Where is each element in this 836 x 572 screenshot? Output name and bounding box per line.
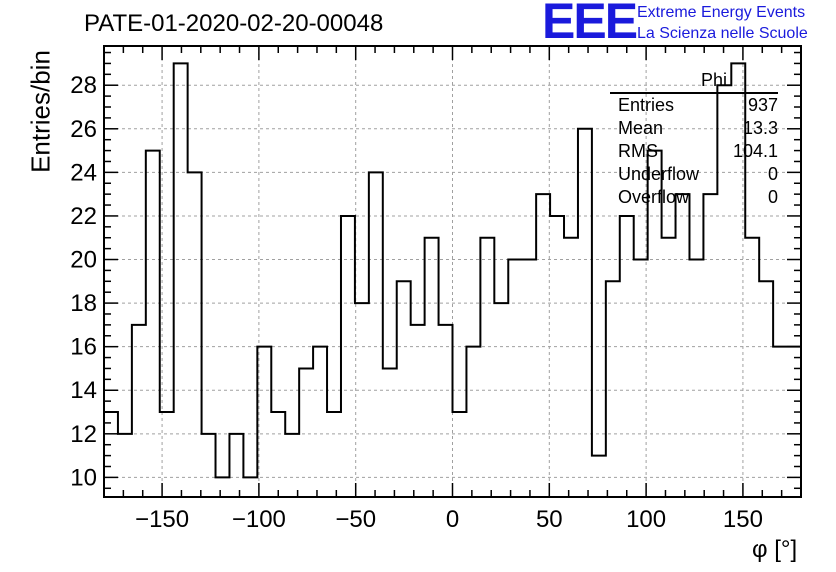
stats-box: Phi Entries 937 Mean 13.3 RMS 104.1 Unde… — [610, 70, 778, 209]
stats-label: Mean — [618, 118, 664, 138]
x-tick-label: −100 — [232, 506, 286, 533]
x-tick-label: 50 — [536, 506, 563, 533]
y-tick-label: 22 — [70, 203, 97, 230]
x-tick-label: 100 — [626, 506, 666, 533]
logo-line-2: La Scienza nelle Scuole — [637, 25, 808, 42]
eee-logo: EEE — [542, 0, 638, 49]
histogram-series — [104, 62, 802, 497]
x-tick-label: 150 — [723, 506, 763, 533]
y-tick-label: 12 — [70, 421, 97, 448]
x-axis-label: φ [°] — [752, 536, 798, 563]
stats-value: 13.3 — [742, 118, 778, 138]
y-tick-label: 28 — [70, 72, 97, 99]
x-tick-label: −150 — [135, 506, 189, 533]
stats-row-underflow: Underflow 0 — [610, 163, 778, 186]
stats-row-mean: Mean 13.3 — [610, 117, 778, 140]
stats-label: Overflow — [618, 187, 690, 207]
y-tick-label: 10 — [70, 464, 97, 491]
stats-value: 937 — [747, 95, 778, 115]
histogram-line — [104, 62, 802, 497]
x-tick-label: 0 — [446, 506, 459, 533]
stats-row-overflow: Overflow 0 — [610, 186, 778, 209]
stats-row-entries: Entries 937 — [610, 94, 778, 117]
stats-value: 0 — [767, 187, 778, 207]
y-tick-label: 20 — [70, 247, 97, 274]
y-tick-label: 16 — [70, 334, 97, 361]
y-tick-label: 18 — [70, 290, 97, 317]
stats-title: Phi — [610, 70, 778, 94]
y-tick-label: 26 — [70, 116, 97, 143]
logo-line-1: Extreme Energy Events — [637, 4, 806, 21]
y-tick-label: 24 — [70, 159, 97, 186]
tick-labels: −150 −100 −50 0 50 100 150 10 12 14 16 18 20 22 24 26 28 — [70, 72, 763, 533]
stats-label: Underflow — [618, 164, 700, 184]
stats-value: 0 — [767, 164, 778, 184]
stats-value: 104.1 — [732, 141, 778, 161]
stats-row-rms: RMS 104.1 — [610, 140, 778, 163]
y-tick-label: 14 — [70, 377, 97, 404]
axis-ticks — [103, 46, 802, 497]
stats-label: RMS — [618, 141, 658, 161]
y-axis-label: Entries/bin — [25, 50, 56, 173]
chart-title: PATE-01-2020-02-20-00048 — [84, 10, 384, 37]
x-tick-label: −50 — [335, 506, 376, 533]
stats-label: Entries — [618, 95, 675, 115]
